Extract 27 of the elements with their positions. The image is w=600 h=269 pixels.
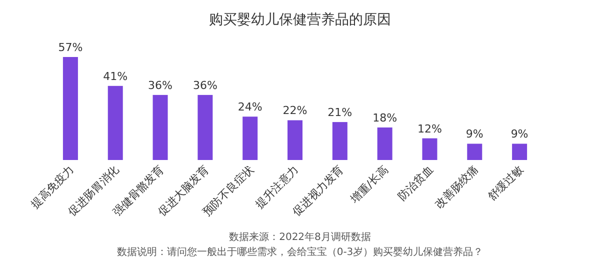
data-label: 22% — [282, 104, 308, 118]
data-label: 12% — [418, 122, 442, 136]
data-label: 36% — [192, 78, 218, 92]
source-note: 数据来源：2022年8月调研数据 — [229, 231, 371, 243]
data-label: 41% — [103, 70, 128, 83]
data-label: 9% — [466, 128, 484, 141]
x-tick-label: 舒缓过敏 — [485, 162, 526, 204]
data-label: 9% — [510, 128, 528, 141]
data-label: 24% — [238, 100, 262, 114]
bar — [512, 144, 528, 160]
bar — [108, 86, 123, 160]
text: 数据说明：请问您一般出于哪些需求，会给宝宝（0-3岁）购买婴幼儿保健营养品？ — [116, 246, 484, 258]
bar — [288, 120, 302, 160]
bar — [332, 122, 348, 160]
bar — [242, 116, 258, 160]
bar — [62, 57, 78, 160]
bar — [152, 94, 168, 160]
data-label: 36% — [148, 78, 172, 92]
bar — [467, 144, 482, 160]
data-label: 18% — [372, 111, 398, 124]
bar — [422, 138, 438, 160]
x-tick-label: 增重/长高 — [347, 162, 391, 207]
chart-title: 购买婴幼儿保健营养品的原因 — [209, 12, 391, 28]
bar — [377, 127, 392, 160]
data-label: 57% — [58, 41, 83, 54]
bar — [198, 94, 213, 160]
data-label: 21% — [328, 106, 352, 120]
